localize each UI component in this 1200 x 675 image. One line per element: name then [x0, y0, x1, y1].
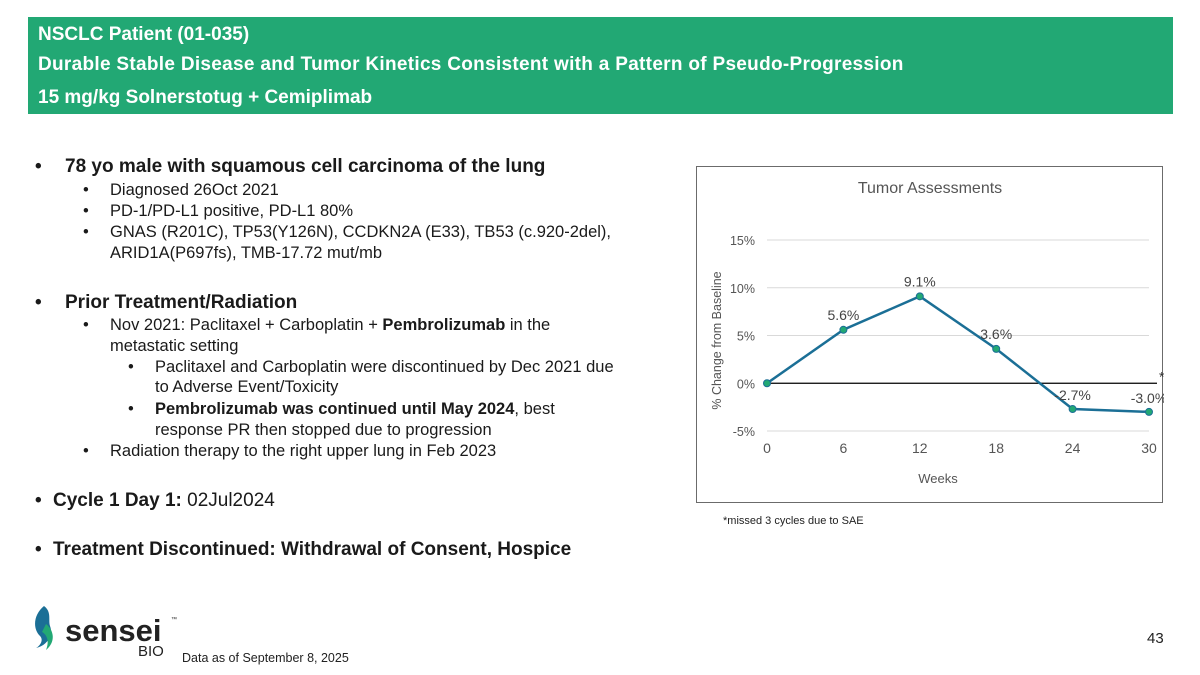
x-tick-label: 18: [988, 440, 1004, 456]
x-axis-label: Weeks: [918, 471, 958, 486]
bullet-dot: •: [35, 156, 42, 177]
svg-text:™: ™: [171, 616, 177, 623]
chart-annotation: *: [1159, 368, 1164, 384]
data-as-of: Data as of September 8, 2025: [182, 651, 349, 665]
svg-text:BIO: BIO: [138, 643, 164, 659]
data-point: [763, 379, 771, 388]
x-tick-label: 12: [912, 440, 928, 456]
y-tick-label: 15%: [730, 234, 755, 248]
y-tick-label: 10%: [730, 282, 755, 296]
page-number: 43: [1147, 630, 1164, 647]
y-tick-label: 5%: [737, 330, 755, 344]
patient-title: NSCLC Patient (01-035): [38, 24, 250, 45]
data-label: 9.1%: [904, 273, 936, 289]
x-tick-label: 24: [1065, 440, 1081, 456]
data-label: -2.7%: [1054, 387, 1091, 403]
x-tick-label: 30: [1141, 440, 1157, 456]
chart-svg: Tumor Assessments -5% 0% 5% 10% 15% 0 6 12 18 24 30…: [710, 180, 1167, 486]
y-tick-label: -5%: [733, 425, 755, 439]
y-axis-label: % Change from Baseline: [710, 271, 724, 409]
series-line: [766, 294, 1150, 414]
slide-subtitle: Durable Stable Disease and Tumor Kinetic…: [38, 54, 904, 75]
footnote: *missed 3 cycles due to SAE: [723, 515, 864, 527]
data-point: [1068, 405, 1077, 414]
regimen-title: 15 mg/kg Solnerstotug + Cemiplimab: [38, 87, 373, 108]
svg-text:sensei: sensei: [65, 613, 162, 648]
sensei-bio-logo: sensei ™ BIO: [32, 604, 182, 660]
data-point: [839, 325, 848, 334]
sensei-logo-icon: sensei ™ BIO: [35, 606, 177, 660]
data-label: 5.6%: [827, 307, 859, 323]
title-banner: NSCLC Patient (01-035) Durable Stable Di…: [28, 17, 1173, 114]
tumor-assessments-chart: Tumor Assessments -5% 0% 5% 10% 15% 0 6 12 18 24 30…: [696, 166, 1167, 503]
y-tick-label: 0%: [737, 377, 755, 391]
data-point: [1145, 407, 1153, 416]
data-label: 3.6%: [980, 326, 1012, 342]
data-point: [915, 292, 924, 301]
x-tick-label: 6: [840, 440, 848, 456]
x-tick-label: 0: [763, 440, 771, 456]
data-label: -3.0%: [1131, 390, 1164, 406]
chart-title: Tumor Assessments: [858, 180, 1002, 197]
data-point: [992, 344, 1001, 353]
